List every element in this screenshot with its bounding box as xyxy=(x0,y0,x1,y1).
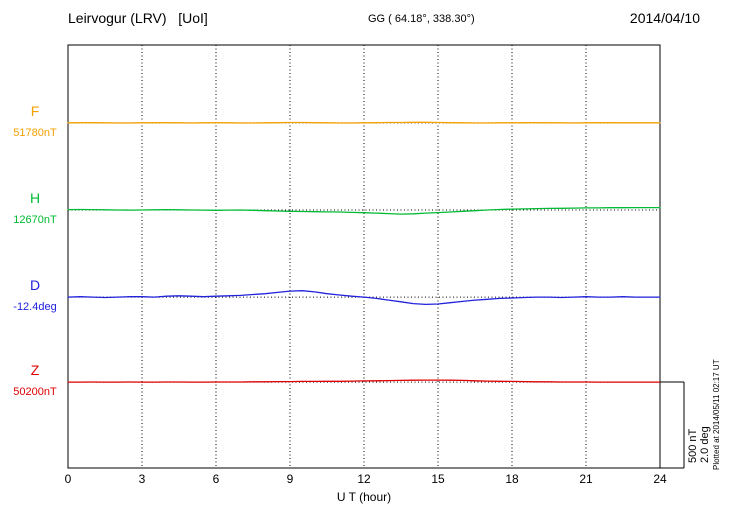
series-letter-F: F xyxy=(30,102,40,119)
geographic-coordinates: GG ( 64.18°, 338.30°) xyxy=(368,13,475,25)
scale-bar-nt-label: 500 nT xyxy=(687,428,699,463)
trace-D xyxy=(67,290,661,306)
series-label-D: D -12.4deg xyxy=(6,277,64,314)
series-baseline-value-D: -12.4deg xyxy=(13,301,57,314)
plotted-at-timestamp: Plotted at 2014/05/11 02:17 UT xyxy=(712,359,721,470)
x-tick-label: 24 xyxy=(653,472,667,486)
series-label-F: F 51780nT xyxy=(6,102,64,139)
series-label-Z: Z 50200nT xyxy=(6,362,64,399)
observation-date: 2014/04/10 xyxy=(629,10,700,26)
x-tick-label: 15 xyxy=(431,472,445,486)
series-letter-Z: Z xyxy=(30,362,40,379)
scale-bar-deg-label: 2.0 deg xyxy=(699,426,711,463)
scale-bar-labels: 500 nT 2.0 deg xyxy=(687,426,711,463)
page-title: Leirvogur (LRV) [UoI] xyxy=(68,10,208,26)
x-tick-label: 21 xyxy=(579,472,593,486)
x-tick-label: 0 xyxy=(64,472,72,486)
x-tick-label: 12 xyxy=(357,472,371,486)
x-axis-label: U T (hour) xyxy=(336,490,392,504)
series-baseline-value-F: 51780nT xyxy=(13,126,57,139)
trace-F xyxy=(67,121,661,124)
series-baseline-value-Z: 50200nT xyxy=(13,386,57,399)
x-tick-label: 3 xyxy=(138,472,146,486)
x-tick-label: 9 xyxy=(286,472,294,486)
series-letter-D: D xyxy=(29,277,41,294)
trace-Z xyxy=(67,379,661,383)
series-baseline-value-H: 12670nT xyxy=(13,213,57,226)
trace-H xyxy=(67,206,661,215)
series-label-H: H 12670nT xyxy=(6,189,64,226)
series-letter-H: H xyxy=(29,189,41,206)
x-tick-label: 18 xyxy=(505,472,519,486)
x-tick-label: 6 xyxy=(212,472,220,486)
plot-frame xyxy=(67,44,661,469)
